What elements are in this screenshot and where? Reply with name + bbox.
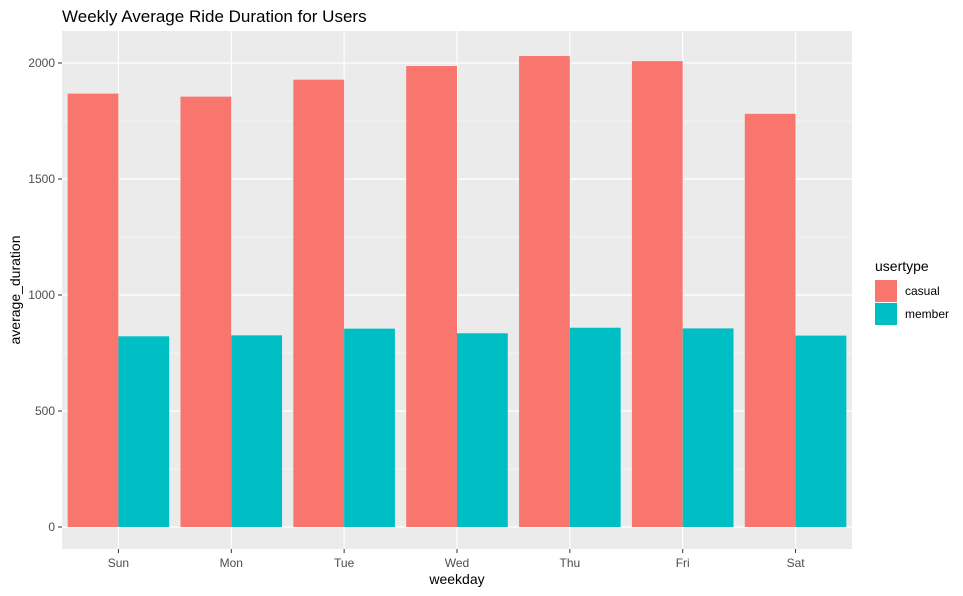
bar-casual-wed xyxy=(406,66,457,528)
y-tick-label: 2000 xyxy=(28,56,55,70)
y-tick-label: 1000 xyxy=(28,288,55,302)
bar-casual-tue xyxy=(293,79,345,527)
bar-member-sun xyxy=(118,336,170,527)
x-tick-label: Mon xyxy=(220,556,243,570)
chart-title: Weekly Average Ride Duration for Users xyxy=(62,7,367,26)
legend-key-member xyxy=(875,303,897,325)
bar-member-fri xyxy=(682,328,734,527)
bars xyxy=(67,56,847,528)
y-tick-label: 0 xyxy=(48,520,55,534)
x-tick-label: Fri xyxy=(676,556,690,570)
bar-casual-sat xyxy=(744,113,796,528)
x-tick-label: Sun xyxy=(108,556,129,570)
y-tick-label: 1500 xyxy=(28,172,55,186)
legend-items: casual member xyxy=(875,280,949,325)
x-tick-label: Sat xyxy=(787,556,806,570)
x-axis-title: weekday xyxy=(428,571,484,587)
bar-member-sat xyxy=(795,335,847,527)
bar-casual-thu xyxy=(519,56,570,527)
bar-member-mon xyxy=(231,335,283,527)
y-axis-title: average_duration xyxy=(7,236,23,345)
x-tick-label: Thu xyxy=(560,556,581,570)
legend: usertype casual member xyxy=(875,258,949,325)
y-tick-label: 500 xyxy=(35,404,55,418)
bar-casual-sun xyxy=(67,93,119,528)
bar-member-tue xyxy=(344,328,395,527)
bar-casual-fri xyxy=(631,61,683,527)
bar-member-thu xyxy=(569,327,621,527)
legend-key-casual xyxy=(875,280,897,302)
y-axis-ticks: 0 500 1000 1500 2000 xyxy=(28,56,62,534)
x-tick-label: Tue xyxy=(334,556,355,570)
bar-member-wed xyxy=(457,333,508,527)
legend-label-member: member xyxy=(905,307,949,321)
legend-title: usertype xyxy=(875,258,929,274)
x-axis-ticks: Sun Mon Tue Wed Thu Fri Sat xyxy=(108,549,805,570)
x-tick-label: Wed xyxy=(445,556,469,570)
legend-label-casual: casual xyxy=(905,284,940,298)
bar-casual-mon xyxy=(180,96,232,527)
